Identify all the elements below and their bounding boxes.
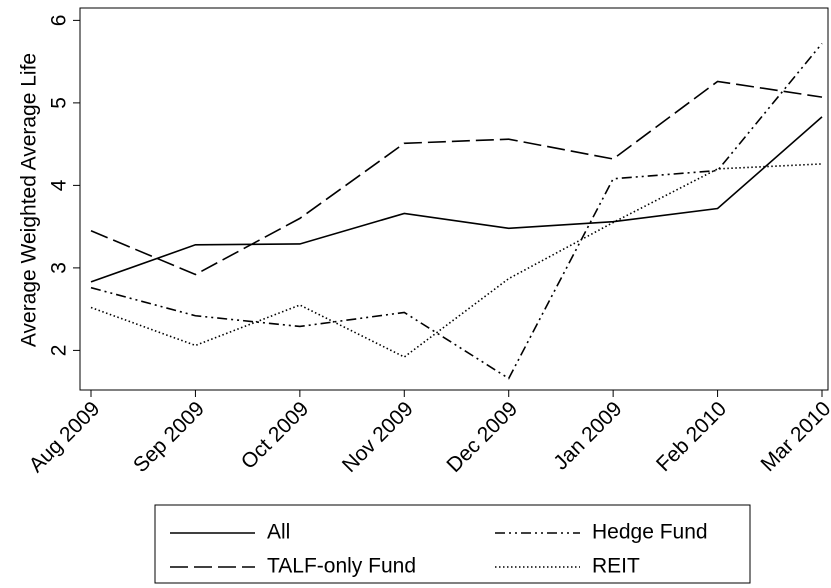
legend-label: REIT — [592, 555, 640, 578]
x-tick-label: Mar 2010 — [756, 397, 831, 476]
x-tick-label: Jan 2009 — [549, 397, 626, 474]
plot-frame — [79, 7, 829, 391]
x-tick-label: Sep 2009 — [129, 397, 209, 477]
x-tick-label: Nov 2009 — [338, 397, 418, 477]
series-line — [90, 80, 823, 276]
y-tick-label: 2 — [48, 345, 71, 357]
y-tick-label: 3 — [48, 262, 71, 274]
legend-label: TALF-only Fund — [267, 555, 416, 578]
series-line — [90, 42, 823, 380]
y-axis-label: Average Weighted Average Life — [18, 53, 41, 347]
x-tick-label: Oct 2009 — [237, 397, 314, 474]
x-tick-label: Aug 2009 — [25, 397, 105, 477]
legend-label: All — [267, 521, 290, 544]
x-tick-label: Feb 2010 — [652, 397, 731, 476]
x-tick-label: Dec 2009 — [442, 397, 522, 477]
series-line — [90, 116, 823, 283]
y-tick-label: 6 — [48, 15, 71, 27]
legend-label: Hedge Fund — [592, 521, 708, 544]
y-tick-label: 5 — [48, 97, 71, 109]
series-line — [90, 163, 823, 358]
y-tick-label: 4 — [48, 179, 71, 191]
legend-box — [154, 504, 751, 584]
